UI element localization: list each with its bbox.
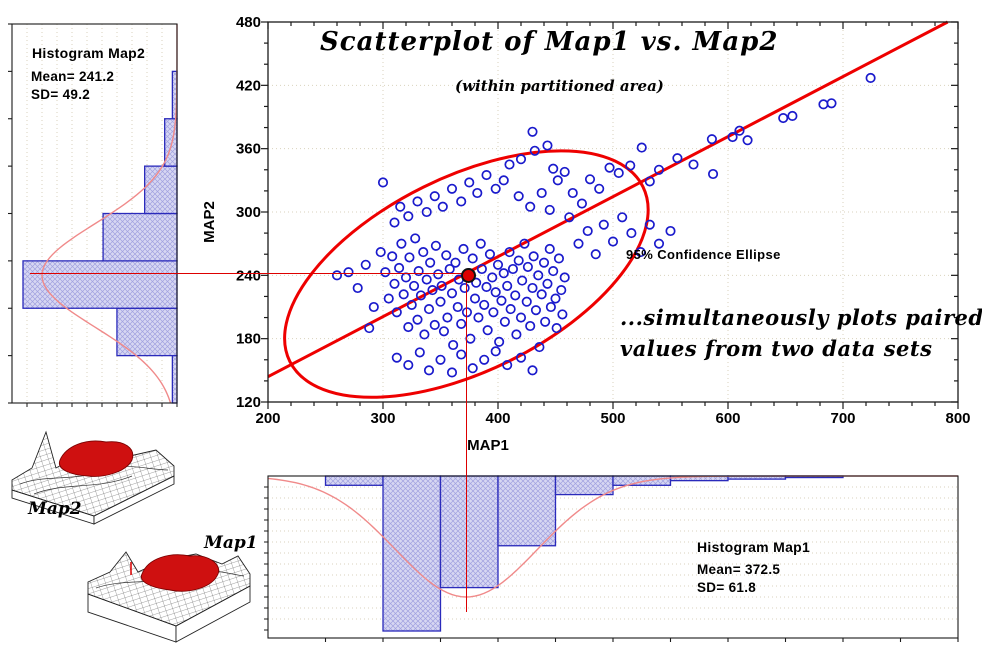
surface-map2-ridge2 xyxy=(33,475,133,495)
scatter-tick-labels: 200 300 400 500 600 700 800 120 180 240 300 360 420 4… xyxy=(236,14,971,427)
caption-line2: values from two data sets xyxy=(620,336,933,361)
mean-connector-horizontal xyxy=(30,273,467,274)
scatter-subtitle: (within partitioned area) xyxy=(455,77,664,95)
svg-text:800: 800 xyxy=(945,410,970,427)
svg-text:300: 300 xyxy=(236,204,261,221)
svg-text:600: 600 xyxy=(715,410,740,427)
histogram-map1-panel xyxy=(264,475,959,642)
surface-map2-red-region xyxy=(58,440,134,477)
surface-map1-red-region xyxy=(140,554,220,592)
svg-text:480: 480 xyxy=(236,14,261,31)
surface-map2-label: Map2 xyxy=(28,499,82,519)
mean-point-marker xyxy=(461,268,476,283)
scatter-gridlines xyxy=(268,22,958,402)
x-axis-label: MAP1 xyxy=(467,437,509,454)
caption-line1: ...simultaneously plots paired xyxy=(620,305,982,330)
mean-connector-vertical xyxy=(466,276,467,612)
svg-text:240: 240 xyxy=(236,267,261,284)
regression-line xyxy=(267,20,949,378)
scatter-ticks xyxy=(261,21,959,409)
svg-text:420: 420 xyxy=(236,77,261,94)
hist1-mean-label: Mean= 372.5 xyxy=(697,562,781,577)
y-axis-label: MAP2 xyxy=(201,201,218,243)
svg-text:700: 700 xyxy=(830,410,855,427)
hist1-title: Histogram Map1 xyxy=(697,539,811,555)
histogram-map2-panel xyxy=(8,23,178,407)
hist1-sd-label: SD= 61.8 xyxy=(697,580,757,595)
svg-text:200: 200 xyxy=(255,410,280,427)
svg-text:300: 300 xyxy=(370,410,395,427)
svg-text:120: 120 xyxy=(236,394,261,411)
svg-text:500: 500 xyxy=(600,410,625,427)
surface-map1-label: Map1 xyxy=(204,533,258,553)
scatter-points xyxy=(331,72,876,378)
hist2-title: Histogram Map2 xyxy=(32,45,146,61)
hist2-frame xyxy=(8,23,178,407)
confidence-ellipse-label: 95% Confidence Ellipse xyxy=(626,247,781,262)
hist1-frame xyxy=(264,475,959,642)
scatter-title: Scatterplot of Map1 vs. Map2 xyxy=(320,27,779,57)
svg-text:360: 360 xyxy=(236,141,261,158)
scatterplot-panel: 200 300 400 500 600 700 800 120 180 240 300 360 420 4… xyxy=(201,14,971,454)
hist2-sd-label: SD= 49.2 xyxy=(31,87,91,102)
surface-plot-map2 xyxy=(11,430,175,525)
svg-text:400: 400 xyxy=(485,410,510,427)
hist2-bars xyxy=(22,70,178,404)
hist2-mean-label: Mean= 241.2 xyxy=(31,69,115,84)
svg-text:180: 180 xyxy=(236,331,261,348)
hist1-gridlines xyxy=(268,486,958,620)
surface-plot-map1 xyxy=(87,551,251,643)
